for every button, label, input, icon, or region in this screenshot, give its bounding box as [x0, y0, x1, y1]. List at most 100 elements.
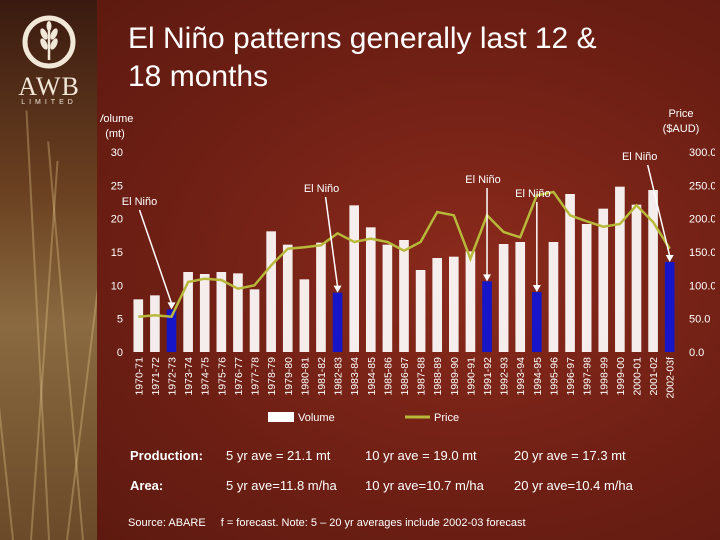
el-nino-label: El Niño [515, 188, 550, 200]
volume-bar [150, 295, 160, 352]
volume-bar [249, 289, 260, 352]
y-left-tick: 20 [111, 214, 123, 226]
el-nino-volume-bar [532, 292, 542, 352]
volume-bar [266, 231, 276, 352]
source-note: Source: ABARE [128, 517, 206, 529]
el-nino-label: El Niño [304, 183, 339, 195]
volume-bar [581, 224, 592, 352]
volume-bar [515, 242, 526, 352]
x-tick-label: 1979-80 [283, 357, 295, 396]
el-nino-label: El Niño [622, 151, 657, 163]
price-line [138, 190, 671, 319]
production-5yr: 5 yr ave = 21.1 mt [226, 448, 331, 463]
volume-bar [382, 244, 393, 352]
y-left-tick: 10 [111, 280, 123, 292]
x-tick-label: 1983-84 [349, 357, 361, 396]
left-wheat-panel: AWB LIMITED [0, 0, 97, 540]
volume-bar [498, 244, 509, 352]
volume-bar [449, 256, 459, 352]
x-tick-label: 1977-78 [250, 357, 262, 396]
x-tick-label: 1993-94 [515, 357, 527, 396]
x-tick-label: 1992-93 [499, 357, 511, 396]
x-tick-label: 1974-75 [200, 357, 212, 396]
el-nino-chart: Volume(mt)Price($AUD)0510152025300.050.0… [100, 108, 715, 424]
volume-bar [299, 279, 310, 352]
area-10yr: 10 yr ave=10.7 m/ha [365, 478, 484, 493]
legend-price-label: Price [434, 412, 459, 424]
x-tick-label: 2000-01 [631, 357, 643, 396]
volume-bar [349, 205, 359, 352]
area-20yr: 20 yr ave=10.4 m/ha [514, 478, 633, 493]
el-nino-volume-bar [332, 292, 343, 352]
y-right-tick: 50.0 [689, 314, 710, 326]
el-nino-volume-bar [664, 262, 675, 352]
el-nino-arrow-line [324, 196, 339, 287]
x-tick-label: 1987-88 [416, 357, 428, 396]
x-tick-label: 1990-91 [465, 357, 477, 396]
production-20yr: 20 yr ave = 17.3 mt [514, 448, 626, 463]
el-nino-arrow-line [646, 164, 671, 257]
x-tick-label: 1970-71 [133, 357, 145, 396]
y-left-tick: 5 [117, 314, 123, 326]
x-tick-label: 1986-87 [399, 357, 411, 396]
el-nino-arrow-head [532, 285, 541, 292]
x-tick-label: 1980-81 [299, 357, 311, 396]
volume-bar [399, 240, 409, 352]
y-right-tick: 250.0 [689, 180, 715, 192]
y-right-tick: 0.0 [689, 347, 704, 359]
y-right-tick: 150.0 [689, 247, 715, 259]
x-tick-label: 1994-95 [532, 357, 544, 396]
x-tick-label: 1973-74 [183, 357, 195, 396]
volume-bar [565, 194, 575, 352]
x-tick-label: 1998-99 [598, 357, 610, 396]
volume-bar [233, 273, 243, 352]
volume-bar [648, 190, 658, 352]
volume-bar [631, 204, 642, 352]
el-nino-arrow-head [665, 255, 674, 262]
title-line-2: 18 months [128, 60, 269, 93]
x-tick-label: 1996-97 [565, 357, 577, 396]
y-right-label: Price [668, 108, 693, 120]
x-tick-label: 1981-82 [316, 357, 328, 396]
title-line-1: El Niño patterns generally last 12 & [128, 22, 597, 55]
x-tick-label: 1989-90 [449, 357, 461, 396]
y-right-tick: 200.0 [689, 214, 715, 226]
volume-bar [316, 242, 326, 352]
y-left-label: Volume [100, 113, 133, 125]
x-tick-label: 1984-85 [366, 357, 378, 396]
el-nino-arrow-head [483, 274, 492, 282]
area-5yr: 5 yr ave=11.8 m/ha [226, 478, 337, 493]
x-tick-label: 1995-96 [548, 357, 560, 396]
volume-bar [548, 242, 559, 352]
x-tick-label: 1997-98 [582, 357, 594, 396]
awb-logo: AWB LIMITED [8, 14, 90, 106]
wheat-emblem-icon [22, 15, 76, 69]
slide-title: El Niño patterns generally last 12 & 18 … [128, 20, 688, 96]
volume-bar [216, 272, 227, 352]
volume-bar [465, 251, 476, 352]
volume-bar [282, 244, 293, 352]
production-label: Production: [130, 448, 203, 463]
x-tick-label: 1999-00 [615, 357, 627, 396]
y-left-tick: 30 [111, 147, 123, 159]
y-left-tick: 25 [111, 180, 123, 192]
y-right-tick: 100.0 [689, 280, 715, 292]
volume-bar [199, 274, 210, 352]
logo-text: AWB [18, 72, 80, 101]
legend-volume-label: Volume [298, 412, 335, 424]
legend-volume-swatch [268, 412, 294, 422]
footer: Source: ABARE f = forecast. Note: 5 – 20… [128, 517, 538, 529]
y-left-label: (mt) [105, 128, 125, 140]
volume-bar [432, 258, 443, 352]
production-10yr: 10 yr ave = 19.0 mt [365, 448, 477, 463]
el-nino-arrow-line [138, 209, 173, 304]
el-nino-label: El Niño [465, 174, 500, 186]
area-label: Area: [130, 478, 164, 493]
el-nino-arrow-head [167, 302, 176, 310]
volume-bar [183, 272, 193, 352]
el-nino-label: El Niño [122, 196, 157, 208]
y-right-label: ($AUD) [663, 123, 700, 135]
x-tick-label: 1978-79 [266, 357, 278, 396]
x-tick-label: 1982-83 [333, 357, 345, 396]
x-tick-label: 1976-77 [233, 357, 245, 396]
